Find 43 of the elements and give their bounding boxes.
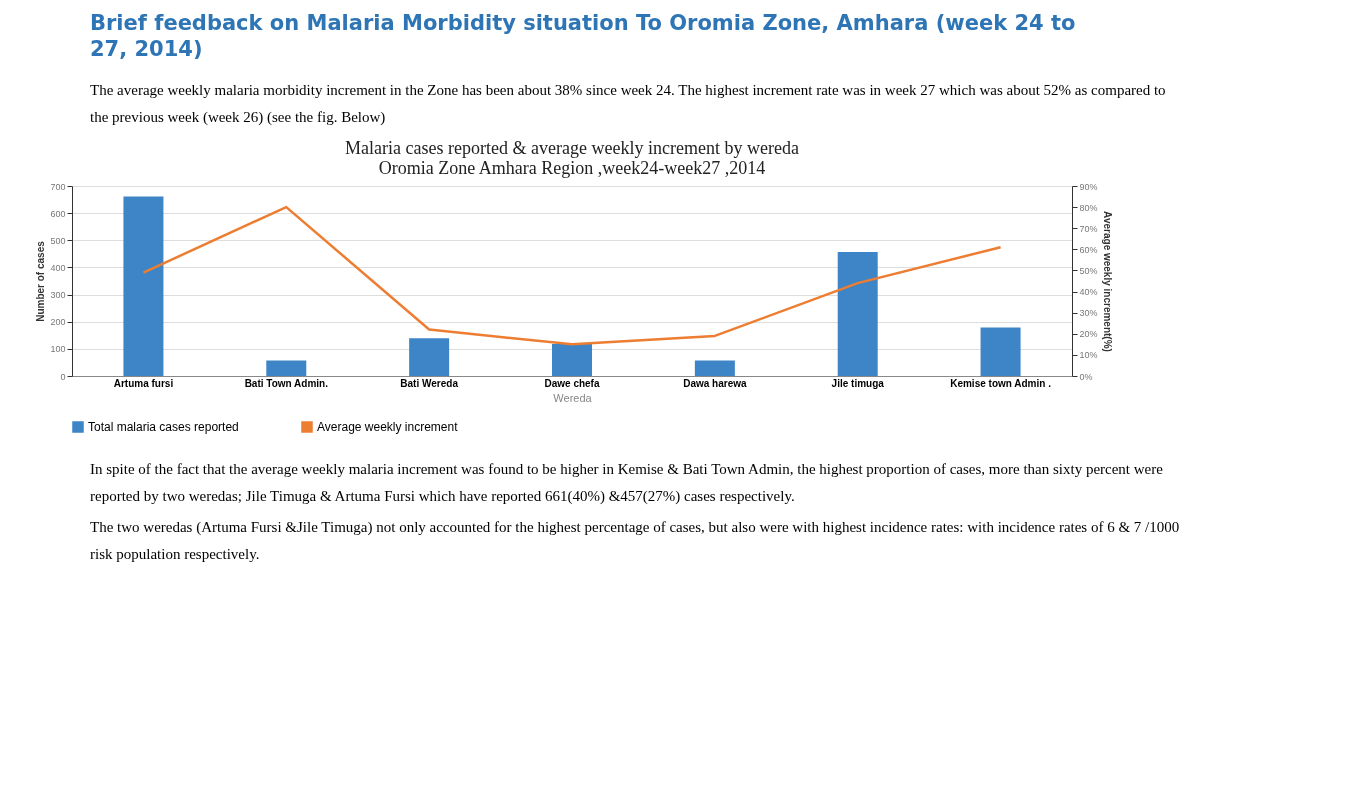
y-tick-label: 500	[50, 235, 66, 246]
y2-tick-label: 40%	[1079, 286, 1098, 297]
x-tick-label: Artuma fursi	[113, 377, 174, 388]
y-tick-label: 700	[50, 181, 66, 191]
chart-subtitle: Malaria cases reported & average weekly increment by wereda Oromia Zone Amhara Region ,week24-week27 ,2014	[345, 137, 799, 178]
bar	[694, 360, 735, 376]
text: In spite of the fact that the average weekly malaria increment was found to be higher in Kemise & Bati Town Admin, the highest proportion of cases, more than sixty percent were reported by two weredas; Jile Timuga & Artuma Fursi which have reported 661(40%) &457(27%) cases respectively.	[90, 459, 1164, 506]
y2-tick-label: 90%	[1079, 181, 1098, 191]
x-axis-title: Wereda	[553, 391, 593, 403]
bar	[123, 196, 164, 376]
bar	[552, 343, 592, 376]
y2-tick-label: 0%	[1079, 371, 1093, 381]
y-tick-label: 200	[50, 316, 66, 327]
x-tick-label: Bati Wereda	[400, 377, 459, 388]
bar	[837, 251, 878, 376]
y2-axis-title: Average weekly increment(%)	[1101, 210, 1113, 352]
y-tick-label: 100	[50, 343, 66, 354]
y2-tick-label: 30%	[1079, 307, 1098, 318]
y2-tick-label: 20%	[1079, 328, 1098, 339]
text: The two weredas (Artuma Fursi &Jile Timuga) not only accounted for the highest percentage of cases, but also were with highest incidence rates: with incidence rates of 6 & 7 /1000 risk population respectively.	[90, 517, 1180, 564]
x-tick-label: Dawe chefa	[544, 377, 600, 388]
x-tick-label: Kemise town Admin .	[950, 377, 1052, 388]
x-tick-label: Jile timuga	[831, 377, 885, 388]
line-series	[142, 205, 1002, 346]
legend-label: Average weekly increment	[317, 419, 459, 434]
y2-tick-label: 50%	[1079, 265, 1098, 276]
text: The average weekly malaria morbidity increment in the Zone has been about 38% since week 24. The highest increment rate was in week 27 which was about 52% as compared to the previous week (week 26) (see the fig. Below)	[90, 80, 1167, 127]
bar	[266, 360, 307, 376]
y2-tick-label: 70%	[1079, 223, 1098, 234]
bar	[409, 337, 450, 376]
bar	[980, 326, 1021, 376]
chart-title: Brief feedback on Malaria Morbidity situation To Oromia Zone, Amhara (week 24 to 27, 2014)	[90, 10, 1077, 63]
y2-tick-label: 10%	[1079, 349, 1098, 360]
y2-tick-label: 60%	[1079, 244, 1098, 255]
y2-tick-label: 80%	[1079, 202, 1098, 213]
y-tick-label: 300	[50, 289, 66, 300]
y-tick-label: 400	[50, 262, 66, 273]
x-tick-label: Bati Town Admin.	[244, 377, 329, 388]
x-tick-label: Dawa harewa	[683, 377, 747, 388]
legend-label: Total malaria cases reported	[88, 419, 239, 434]
y-tick-label: 600	[50, 208, 66, 219]
y-axis-title: Number of cases	[35, 240, 47, 322]
y-tick-label: 0	[60, 371, 66, 381]
